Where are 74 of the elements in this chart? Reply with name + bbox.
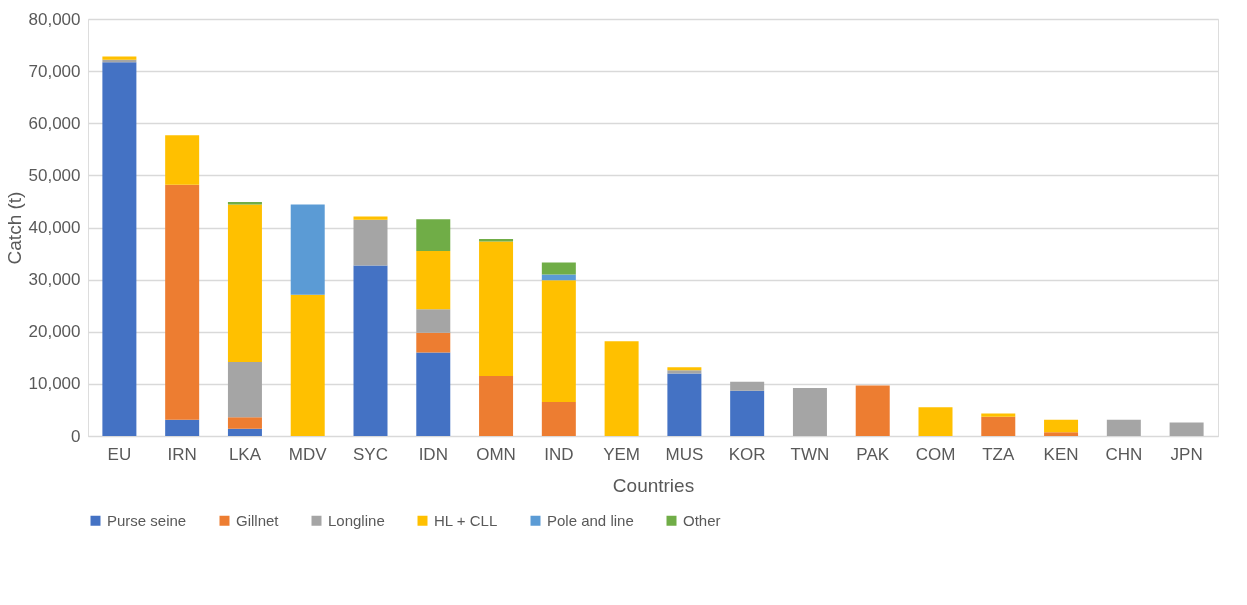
bar <box>918 407 953 436</box>
x-tick-label: PAK <box>856 444 890 464</box>
y-tick-label: 50,000 <box>28 165 81 185</box>
bar <box>290 204 325 295</box>
bar <box>855 385 890 436</box>
bar <box>1044 419 1079 433</box>
bar <box>479 238 514 242</box>
bar <box>165 419 200 436</box>
bar <box>981 416 1016 436</box>
x-tick-label: IRN <box>167 444 197 464</box>
legend-label: HL + CLL <box>434 511 498 529</box>
bar <box>353 219 388 266</box>
bar <box>479 376 514 436</box>
bar <box>479 241 514 377</box>
bar <box>792 388 827 436</box>
x-tick-label: LKA <box>228 444 262 464</box>
bar <box>1106 419 1141 436</box>
bar <box>730 381 765 391</box>
y-tick-label: 80,000 <box>28 9 81 29</box>
x-tick-label: OMN <box>476 444 516 464</box>
bar <box>416 250 451 310</box>
y-tick-label: 20,000 <box>28 322 81 342</box>
y-tick-label: 40,000 <box>28 218 81 237</box>
x-tick-label: CHN <box>1105 444 1143 464</box>
bar <box>1169 422 1204 436</box>
x-tick-label: TZA <box>982 444 1015 464</box>
bar <box>165 184 200 420</box>
x-tick-label: YEM <box>603 444 641 464</box>
x-tick-label: IND <box>544 444 574 464</box>
x-tick-label: KEN <box>1043 444 1079 464</box>
x-tick-label: JPN <box>1170 444 1203 464</box>
bar <box>353 216 388 220</box>
bar <box>416 332 451 353</box>
bar <box>227 201 262 205</box>
bar <box>102 62 137 436</box>
bar <box>1044 432 1079 436</box>
x-tick-label: EU <box>107 444 132 464</box>
bar <box>981 413 1016 417</box>
bar <box>416 309 451 333</box>
bar <box>730 390 765 436</box>
bar <box>541 274 576 281</box>
y-tick-label: 10,000 <box>28 374 81 394</box>
x-tick-label: MUS <box>665 444 704 464</box>
bar <box>541 280 576 403</box>
x-tick-label: COM <box>915 444 956 464</box>
x-tick-label: IDN <box>418 444 448 464</box>
bar <box>227 417 262 429</box>
legend-label: Gillnet <box>236 511 280 529</box>
bar <box>290 294 325 436</box>
legend-label: Other <box>683 511 721 529</box>
x-tick-label: MDV <box>288 444 328 464</box>
bar <box>541 262 576 275</box>
legend-label: Pole and line <box>547 511 634 529</box>
bar <box>227 428 262 436</box>
y-axis-title: Catch (t) <box>3 191 25 265</box>
y-tick-label: 60,000 <box>28 113 81 133</box>
bar <box>541 402 576 436</box>
y-tick-label: 0 <box>71 426 81 446</box>
bar <box>667 373 702 436</box>
legend-label: Purse seine <box>107 511 187 529</box>
x-tick-label: KOR <box>728 444 766 464</box>
bar <box>165 135 200 185</box>
bar <box>353 265 388 436</box>
x-tick-label: TWN <box>790 444 830 464</box>
bar <box>227 361 262 418</box>
bar <box>227 204 262 362</box>
bar <box>604 341 639 436</box>
x-axis-title: Countries <box>612 474 695 496</box>
x-tick-label: SYC <box>353 444 388 464</box>
bar <box>416 219 451 251</box>
legend-label: Longline <box>328 511 385 529</box>
bar <box>416 352 451 436</box>
y-tick-label: 70,000 <box>28 61 81 81</box>
y-tick-label: 30,000 <box>28 270 81 290</box>
